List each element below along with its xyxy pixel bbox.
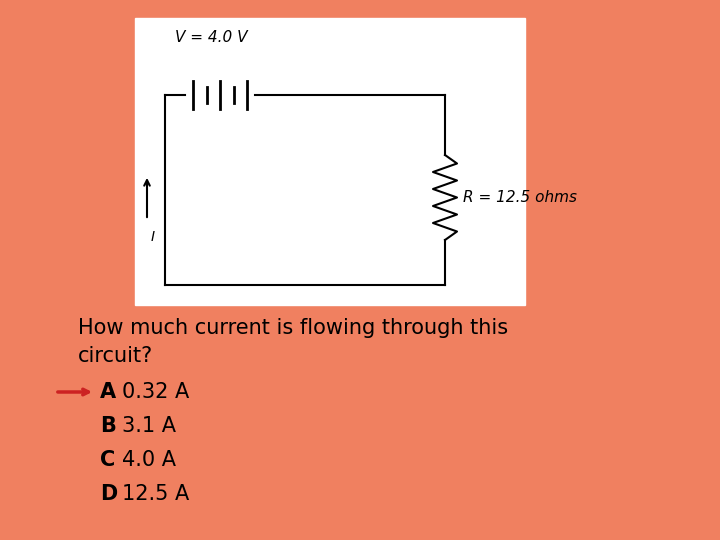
Text: B: B: [100, 416, 116, 436]
Text: 12.5 A: 12.5 A: [122, 484, 189, 504]
Bar: [135, 18, 525, 305]
Text: 3.1 A: 3.1 A: [122, 416, 176, 436]
Text: I: I: [151, 230, 155, 244]
Text: R = 12.5 ohms: R = 12.5 ohms: [463, 190, 577, 205]
Text: C: C: [100, 450, 115, 470]
Text: 0.32 A: 0.32 A: [122, 382, 189, 402]
Text: How much current is flowing through this
circuit?: How much current is flowing through this…: [78, 318, 508, 366]
Text: D: D: [100, 484, 117, 504]
Text: A: A: [100, 382, 116, 402]
Text: V = 4.0 V: V = 4.0 V: [175, 30, 248, 45]
Text: 4.0 A: 4.0 A: [122, 450, 176, 470]
